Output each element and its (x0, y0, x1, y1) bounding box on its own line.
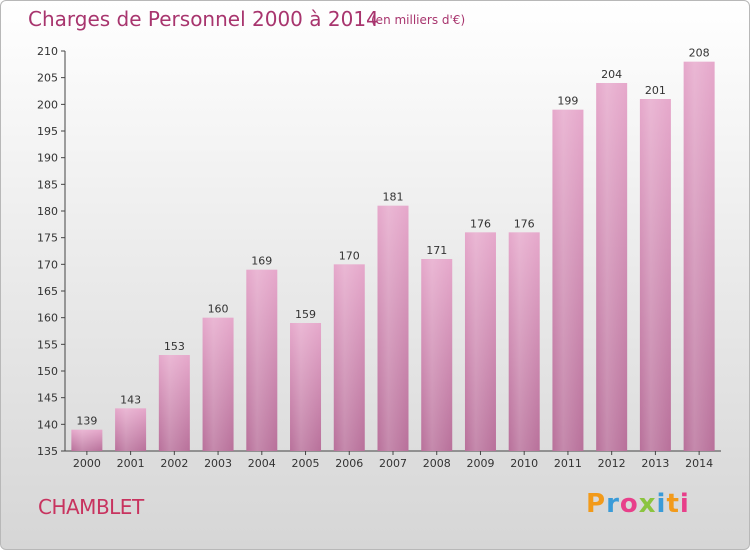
y-tick-label: 170 (37, 258, 58, 271)
y-tick-label: 165 (37, 285, 58, 298)
y-tick-label: 185 (37, 178, 58, 191)
bar-highlight (333, 264, 365, 451)
x-tick-label: 2013 (641, 457, 669, 470)
bar-highlight (508, 232, 540, 451)
logo-letter: r (606, 489, 620, 519)
x-tick-label: 2008 (423, 457, 451, 470)
chart-title: Charges de Personnel 2000 à 2014 (28, 7, 379, 31)
x-tick-label: 2010 (510, 457, 538, 470)
data-label: 143 (120, 393, 141, 406)
x-tick-label: 2003 (204, 457, 232, 470)
bar-highlight (464, 232, 496, 451)
y-tick-label: 150 (37, 365, 58, 378)
data-label: 208 (689, 47, 710, 60)
bar-highlight (290, 323, 322, 451)
data-label: 160 (208, 303, 229, 316)
data-label: 176 (514, 217, 535, 230)
bar-highlight (639, 99, 671, 451)
logo-letter: x (638, 489, 657, 519)
y-tick-label: 190 (37, 152, 58, 165)
data-label: 139 (76, 415, 97, 428)
x-tick-label: 2002 (160, 457, 188, 470)
y-tick-label: 200 (37, 98, 58, 111)
data-label: 159 (295, 308, 316, 321)
chart-subtitle: (en milliers d'€) (371, 13, 466, 27)
bar-highlight (246, 269, 278, 451)
data-label: 153 (164, 340, 185, 353)
x-tick-label: 2014 (685, 457, 713, 470)
bar-highlight (377, 205, 409, 451)
logo-letter: t (666, 489, 680, 519)
x-tick-label: 2004 (248, 457, 276, 470)
data-label: 201 (645, 84, 666, 97)
x-tick-label: 2007 (379, 457, 407, 470)
data-label: 171 (426, 244, 447, 257)
bar-highlight (71, 429, 103, 451)
y-tick-label: 145 (37, 392, 58, 405)
y-tick-label: 205 (37, 72, 58, 85)
x-tick-label: 2005 (292, 457, 320, 470)
y-tick-label: 140 (37, 418, 58, 431)
y-tick-label: 135 (37, 445, 58, 458)
bar-highlight (421, 259, 453, 451)
data-label: 170 (339, 249, 360, 262)
bar-highlight (596, 83, 628, 451)
bar-highlight (552, 109, 584, 452)
x-tick-label: 2000 (73, 457, 101, 470)
logo-letter: i (656, 489, 667, 519)
bar-highlight (115, 408, 147, 451)
data-label: 204 (601, 68, 622, 81)
proxiti-logo: Proxiti (586, 489, 690, 519)
bar-highlight (202, 317, 234, 451)
data-label: 176 (470, 217, 491, 230)
bar-highlight (158, 355, 190, 451)
y-tick-label: 155 (37, 338, 58, 351)
y-tick-label: 175 (37, 232, 58, 245)
logo-letter: P (586, 489, 607, 519)
x-tick-label: 2012 (598, 457, 626, 470)
place-name: CHAMBLET (38, 495, 144, 519)
logo-letter: i (679, 489, 690, 519)
x-tick-label: 2009 (466, 457, 494, 470)
y-tick-label: 195 (37, 125, 58, 138)
data-label: 181 (383, 191, 404, 204)
x-tick-label: 2006 (335, 457, 363, 470)
y-tick-label: 180 (37, 205, 58, 218)
logo-letter: o (619, 489, 639, 519)
y-tick-label: 160 (37, 312, 58, 325)
x-tick-label: 2011 (554, 457, 582, 470)
data-label: 169 (251, 255, 272, 268)
y-tick-label: 210 (37, 45, 58, 58)
bar-highlight (683, 61, 715, 452)
data-label: 199 (557, 95, 578, 108)
x-tick-label: 2001 (117, 457, 145, 470)
